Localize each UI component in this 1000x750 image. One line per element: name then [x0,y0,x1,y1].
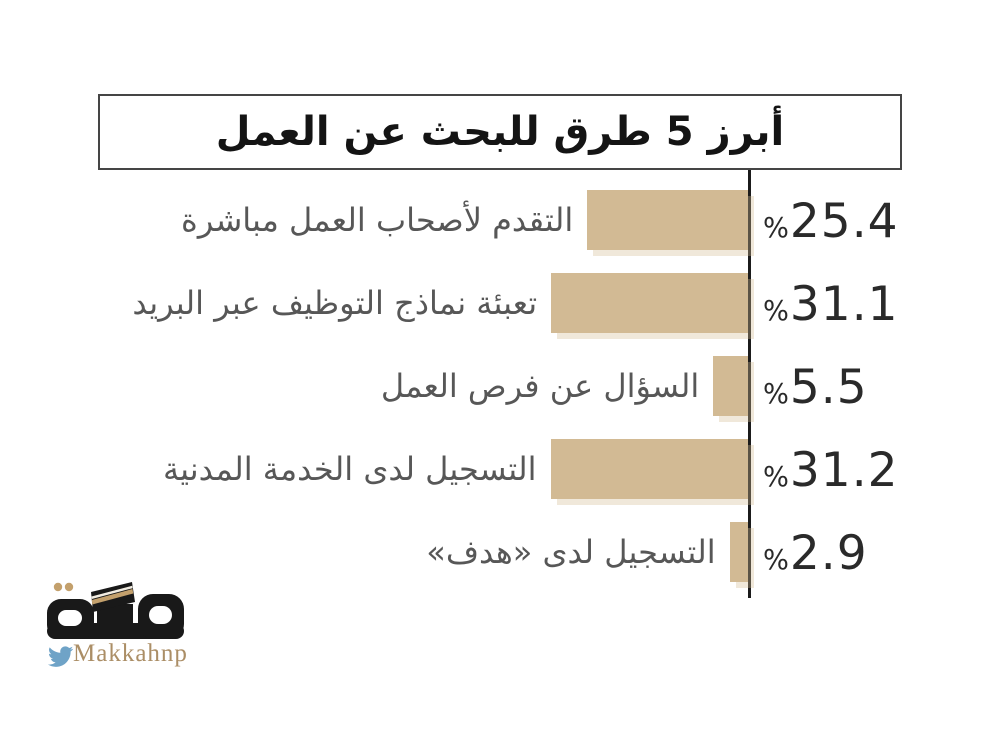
category-label: التسجيل لدى «هدف» [426,533,716,571]
category-label: التسجيل لدى الخدمة المدنية [162,450,537,488]
category-label: التقدم لأصحاب العمل مباشرة [181,201,574,239]
twitter-handle: Makkahnp [73,640,188,667]
percent-sign: % [763,296,790,327]
bar [729,522,748,582]
value-number: 2.9 [789,526,868,581]
chart-title: أبرز 5 طرق للبحث عن العمل [215,109,785,155]
percent-sign: % [763,379,790,410]
value-number: 25.4 [789,194,899,249]
makkah-logo-graphic [47,582,184,667]
value-label: %2.9 [763,522,868,582]
value-number: 31.2 [789,443,899,498]
value-label: %25.4 [763,190,899,250]
chart-title-box: أبرز 5 طرق للبحث عن العمل [98,94,902,170]
value-label: %5.5 [763,356,868,416]
value-label: %31.1 [763,273,899,333]
bar [587,190,748,250]
percent-sign: % [763,545,790,576]
value-number: 31.1 [789,277,899,332]
bar [551,273,748,333]
twitter-bird-icon [48,646,74,667]
value-number: 5.5 [789,360,868,415]
category-label: السؤال عن فرص العمل [380,367,700,405]
percent-sign: % [763,462,790,493]
bar [713,356,748,416]
bar [550,439,748,499]
brand-logo: مكة [40,572,240,677]
percent-sign: % [763,213,790,244]
axis-line [748,170,751,598]
category-label: تعبئة نماذج التوظيف عبر البريد [132,284,538,322]
value-label: %31.2 [763,439,899,499]
